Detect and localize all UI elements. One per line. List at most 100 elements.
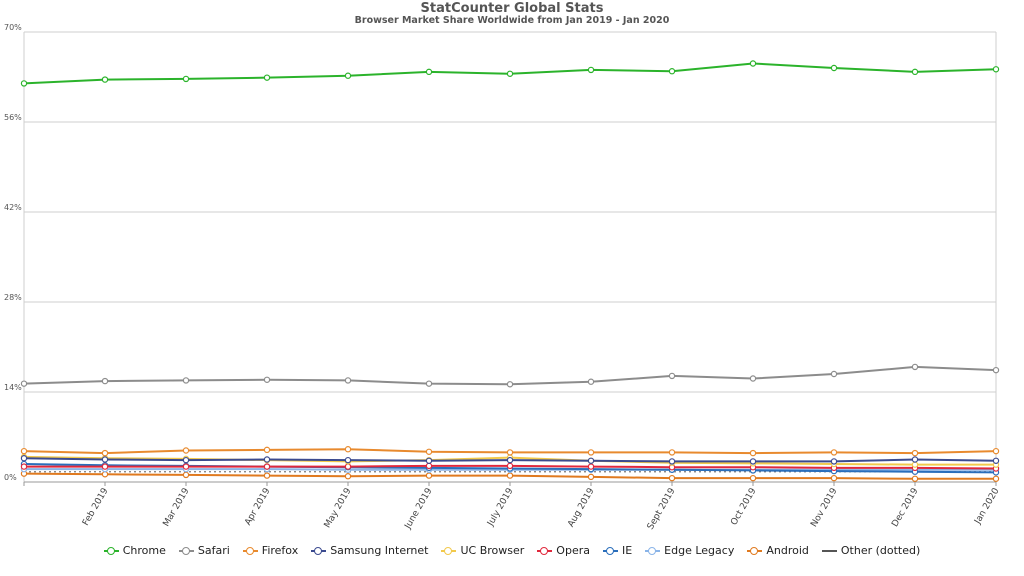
data-point[interactable] [425,68,433,76]
data-point[interactable] [587,378,595,385]
data-point[interactable] [263,456,271,463]
data-point[interactable] [425,462,433,470]
data-point[interactable] [830,370,838,378]
x-tick-label: Feb 2019 [81,486,111,527]
data-point[interactable] [911,461,919,468]
data-point[interactable] [344,463,352,470]
data-point[interactable] [668,68,676,75]
data-point[interactable] [101,449,109,457]
data-point[interactable] [101,471,109,478]
data-point[interactable] [506,449,514,456]
data-point[interactable] [992,366,1000,374]
data-point[interactable] [344,473,352,480]
data-point[interactable] [263,463,271,470]
legend-item[interactable]: Chrome [103,544,166,557]
data-point[interactable] [749,449,757,457]
data-point[interactable] [182,471,190,479]
data-point[interactable] [506,381,514,388]
data-point[interactable] [425,457,433,464]
x-tick-label: Nov 2019 [809,486,839,529]
data-point[interactable] [992,447,1000,455]
data-point[interactable] [263,472,271,479]
y-tick-label: 28% [4,293,22,302]
data-point[interactable] [506,472,514,479]
series-chrome [20,60,1000,87]
legend-item[interactable]: Android [747,544,809,557]
legend-item[interactable]: IE [602,544,632,557]
data-point[interactable] [911,449,919,457]
data-point[interactable] [749,60,757,67]
x-tick-label: Oct 2019 [729,486,758,527]
data-point[interactable] [749,375,757,382]
data-point[interactable] [101,456,109,463]
gridlines [23,31,997,483]
data-point[interactable] [587,473,595,481]
data-point[interactable] [911,475,919,482]
data-point[interactable] [344,446,352,453]
data-point[interactable] [263,376,271,383]
x-tick-label: Apr 2019 [243,486,272,527]
data-point[interactable] [20,380,28,387]
data-point[interactable] [506,70,514,77]
data-point[interactable] [20,447,28,455]
data-point[interactable] [911,456,919,463]
data-point[interactable] [587,66,595,74]
data-point[interactable] [992,475,1000,482]
legend-item[interactable]: UC Browser [441,544,524,557]
data-point[interactable] [587,463,595,470]
y-tick-label: 0% [4,473,17,482]
data-point[interactable] [668,372,676,380]
data-point[interactable] [182,447,190,454]
data-point[interactable] [20,80,28,87]
data-point[interactable] [830,449,838,456]
legend-marker-icon [602,546,618,556]
legend-item[interactable]: Edge Legacy [645,544,734,557]
data-point[interactable] [830,64,838,72]
data-point[interactable] [182,463,190,470]
data-point[interactable] [263,74,271,81]
legend-item[interactable]: Firefox [242,544,298,557]
data-point[interactable] [668,458,676,465]
data-point[interactable] [911,363,919,371]
data-point[interactable] [830,458,838,465]
data-point[interactable] [506,462,514,470]
data-point[interactable] [506,456,514,464]
legend-label: Opera [556,544,590,557]
data-point[interactable] [263,446,271,454]
data-point[interactable] [749,474,757,482]
data-point[interactable] [749,458,757,465]
data-point[interactable] [344,72,352,79]
chart-title: StatCounter Global Stats [420,1,604,16]
legend-item[interactable]: Safari [178,544,230,557]
data-point[interactable] [911,68,919,76]
data-point[interactable] [20,463,28,470]
data-point[interactable] [425,448,433,455]
data-point[interactable] [20,455,28,462]
data-point[interactable] [182,377,190,384]
data-point[interactable] [992,457,1000,464]
data-point[interactable] [344,377,352,384]
x-tick-label: July 2019 [485,486,515,528]
data-point[interactable] [344,456,352,464]
data-point[interactable] [425,380,433,387]
data-point[interactable] [587,457,595,464]
data-point[interactable] [101,463,109,470]
data-point[interactable] [101,377,109,385]
legend-item[interactable]: Other (dotted) [821,544,920,557]
data-point[interactable] [587,449,595,456]
data-point[interactable] [425,472,433,479]
legend-item[interactable]: Samsung Internet [311,544,428,557]
series-safari [20,363,1000,388]
legend-item[interactable]: Opera [537,544,590,557]
legend-label: Android [766,544,809,557]
y-tick-label: 56% [4,113,22,122]
data-point[interactable] [992,66,1000,73]
data-point[interactable] [668,474,676,482]
data-point[interactable] [101,76,109,83]
data-point[interactable] [668,449,676,456]
data-point[interactable] [182,456,190,464]
data-point[interactable] [830,474,838,482]
data-point[interactable] [182,75,190,83]
series-lines [20,60,1000,482]
